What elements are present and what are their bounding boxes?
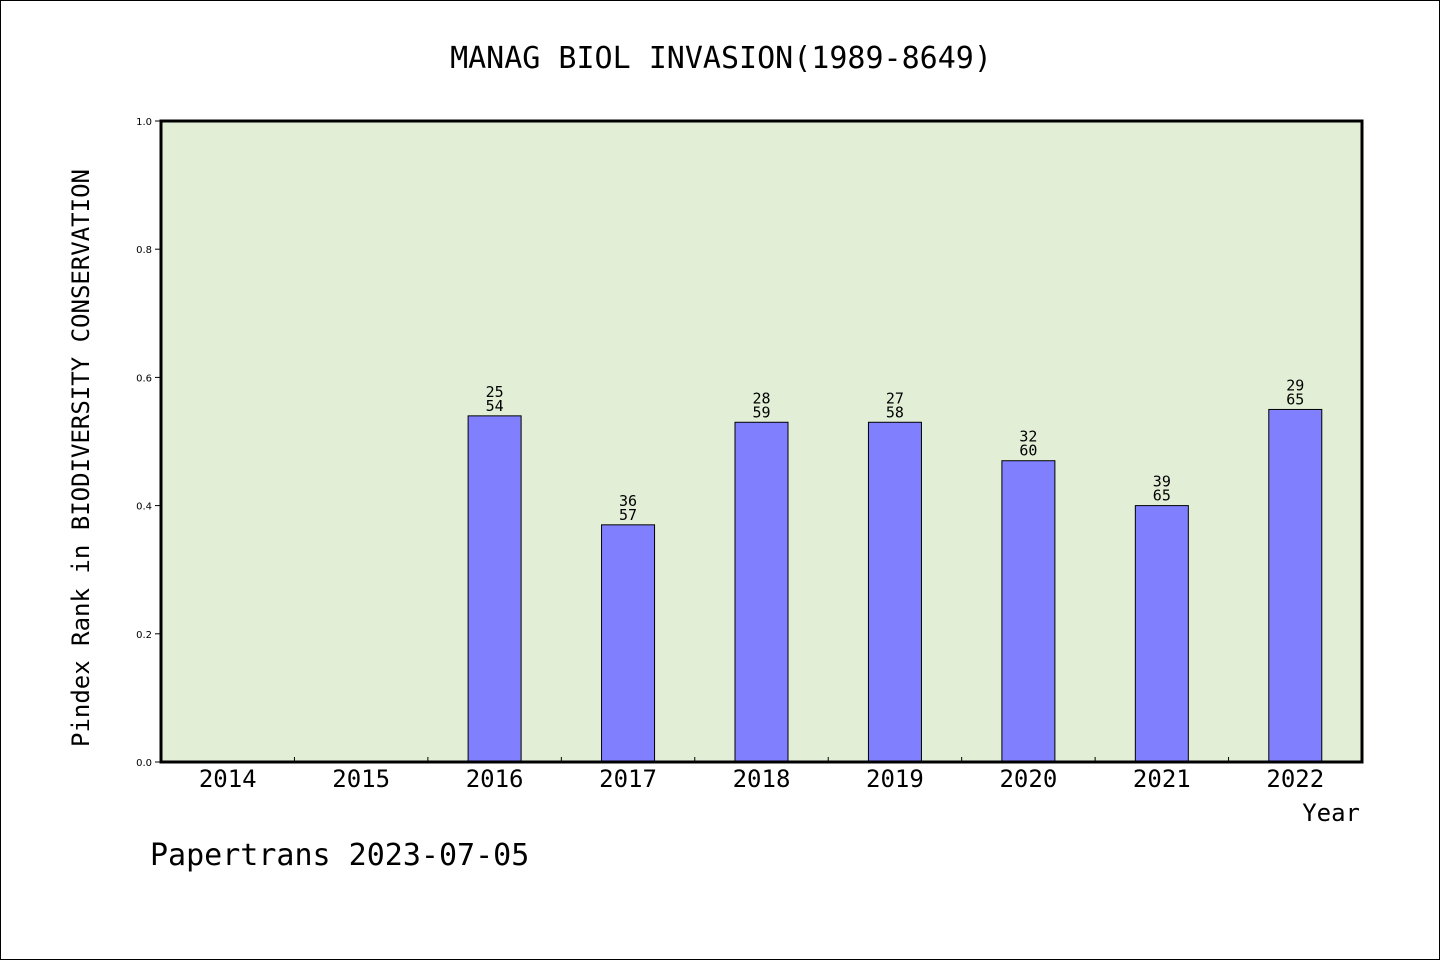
x-tick-label: 2016 — [466, 765, 524, 793]
x-axis-label: Year — [1302, 799, 1360, 827]
x-tick-label: 2021 — [1133, 765, 1191, 793]
y-tick-label: 0.6 — [136, 373, 152, 384]
data-label-rank: 27 — [886, 389, 904, 407]
data-label-rank: 29 — [1286, 376, 1304, 394]
data-label-total: 65 — [1153, 487, 1171, 505]
x-tick-label: 2022 — [1266, 765, 1324, 793]
data-label-rank: 36 — [619, 492, 637, 510]
x-tick-label: 2019 — [866, 765, 924, 793]
bar-2022 — [1268, 408, 1323, 763]
footer-credit: Papertrans 2023-07-05 — [150, 838, 529, 873]
data-label-rank: 25 — [486, 383, 504, 401]
x-axis-ticks: 2014 2015 2016 2017 2018 2019 2020 2021 2022 — [199, 757, 1324, 793]
data-label-rank: 28 — [752, 389, 770, 407]
data-label-total: 60 — [1019, 442, 1037, 460]
x-tick-label: 2015 — [332, 765, 390, 793]
x-tick-label: 2020 — [999, 765, 1057, 793]
data-label-total: 58 — [886, 403, 904, 421]
bar-2018 — [734, 421, 789, 763]
data-label-total: 65 — [1286, 390, 1304, 408]
x-tick-label: 2014 — [199, 765, 257, 793]
y-tick-label: 1.0 — [136, 117, 152, 128]
bar-2016 — [467, 415, 522, 763]
x-tick-label: 2018 — [733, 765, 791, 793]
bars — [467, 408, 1323, 763]
bar-2021 — [1134, 505, 1189, 763]
data-label-rank: 39 — [1153, 473, 1171, 491]
data-label-total: 57 — [619, 506, 637, 524]
y-tick-label: 0.0 — [136, 758, 152, 769]
y-axis-label: Pindex Rank in BIODIVERSITY CONSERVATION — [67, 169, 95, 747]
bar-2019 — [867, 421, 922, 763]
chart-title: MANAG BIOL INVASION(1989-8649) — [450, 41, 992, 76]
bar-2020 — [1001, 460, 1056, 763]
bar-2017 — [601, 524, 656, 763]
y-tick-label: 0.2 — [136, 630, 152, 641]
data-label-total: 59 — [752, 403, 770, 421]
data-label-total: 54 — [486, 397, 504, 415]
data-label-rank: 32 — [1019, 428, 1037, 446]
y-tick-label: 0.8 — [136, 245, 152, 256]
plot-border — [159, 119, 1364, 764]
y-tick-label: 0.4 — [136, 502, 152, 513]
x-tick-label: 2017 — [599, 765, 657, 793]
y-axis-ticks: 0.0 0.2 0.4 0.6 0.8 1.0 — [136, 117, 161, 769]
